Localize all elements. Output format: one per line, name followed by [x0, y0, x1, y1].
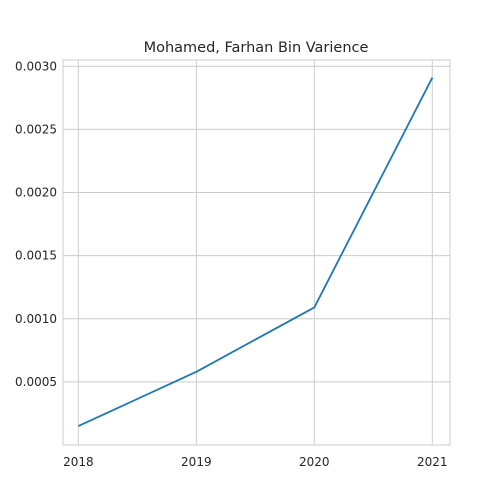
- x-tick-label: 2020: [299, 455, 330, 469]
- x-tick-label: 2021: [417, 455, 448, 469]
- grid-layer: [63, 60, 450, 445]
- x-tick-labels: 2018 2019 2020 2021: [63, 455, 448, 469]
- y-tick-labels: 0.0005 0.0010 0.0015 0.0020 0.0025 0.0030: [15, 59, 57, 389]
- y-tick-label: 0.0020: [15, 186, 57, 200]
- plot-frame: [62, 59, 451, 446]
- series-layer: [77, 77, 434, 427]
- y-tick-label: 0.0030: [15, 59, 57, 73]
- x-tick-label: 2019: [181, 455, 212, 469]
- x-tick-label: 2018: [63, 455, 94, 469]
- y-tick-label: 0.0015: [15, 249, 57, 263]
- y-tick-label: 0.0025: [15, 122, 57, 136]
- y-tick-label: 0.0005: [15, 375, 57, 389]
- chart-title: Mohamed, Farhan Bin Varience: [144, 40, 369, 56]
- y-tick-label: 0.0010: [15, 312, 57, 326]
- series-line: [77, 77, 434, 427]
